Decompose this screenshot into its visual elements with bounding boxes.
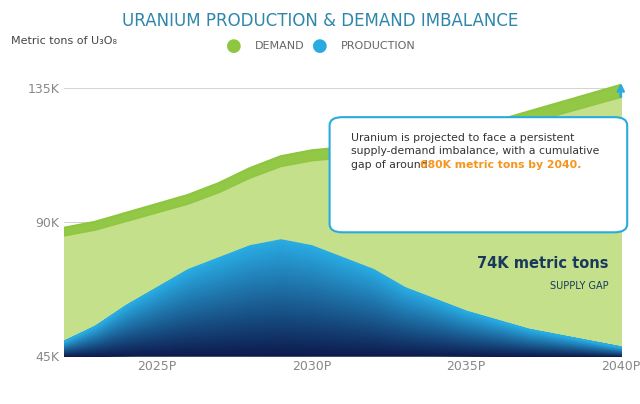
Text: 74K metric tons: 74K metric tons bbox=[477, 256, 609, 271]
Text: ●: ● bbox=[312, 38, 328, 55]
Text: gap of around: gap of around bbox=[351, 160, 431, 170]
Text: ●: ● bbox=[226, 38, 241, 55]
Text: DEMAND: DEMAND bbox=[255, 42, 305, 51]
Text: 680K metric tons by 2040.: 680K metric tons by 2040. bbox=[420, 160, 581, 170]
Text: supply-demand imbalance, with a cumulative: supply-demand imbalance, with a cumulati… bbox=[351, 146, 599, 156]
Text: URANIUM PRODUCTION & DEMAND IMBALANCE: URANIUM PRODUCTION & DEMAND IMBALANCE bbox=[122, 12, 518, 30]
Text: PRODUCTION: PRODUCTION bbox=[341, 42, 416, 51]
Text: Uranium is projected to face a persistent: Uranium is projected to face a persisten… bbox=[351, 133, 574, 143]
Text: Metric tons of U₃O₈: Metric tons of U₃O₈ bbox=[11, 36, 117, 46]
Text: SUPPLY GAP: SUPPLY GAP bbox=[550, 280, 609, 290]
